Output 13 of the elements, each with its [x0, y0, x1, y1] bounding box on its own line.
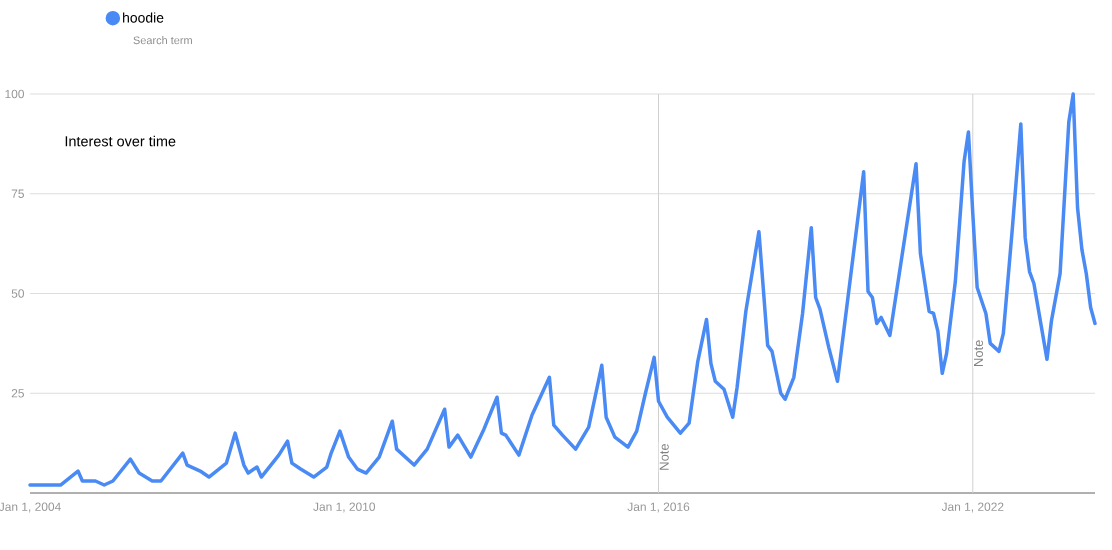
y-tick-label: 25 [11, 389, 24, 398]
y-tick-label: 100 [5, 89, 25, 99]
legend-label: hoodie [123, 12, 164, 23]
ref-line-label: Note [659, 443, 669, 470]
text: Search term [133, 36, 192, 45]
line-series [28, 92, 1097, 487]
y-tick-label: 50 [11, 289, 25, 298]
text: Interest over time [65, 135, 176, 147]
x-tick-label: Jan 1, 2010 [313, 502, 376, 513]
y-tick-label: 75 [11, 189, 24, 198]
x-tick-label: Jan 1, 2022 [941, 502, 1004, 513]
ref-line-label: Note [973, 340, 984, 366]
x-tick-label: Jan 1, 2016 [627, 502, 690, 513]
